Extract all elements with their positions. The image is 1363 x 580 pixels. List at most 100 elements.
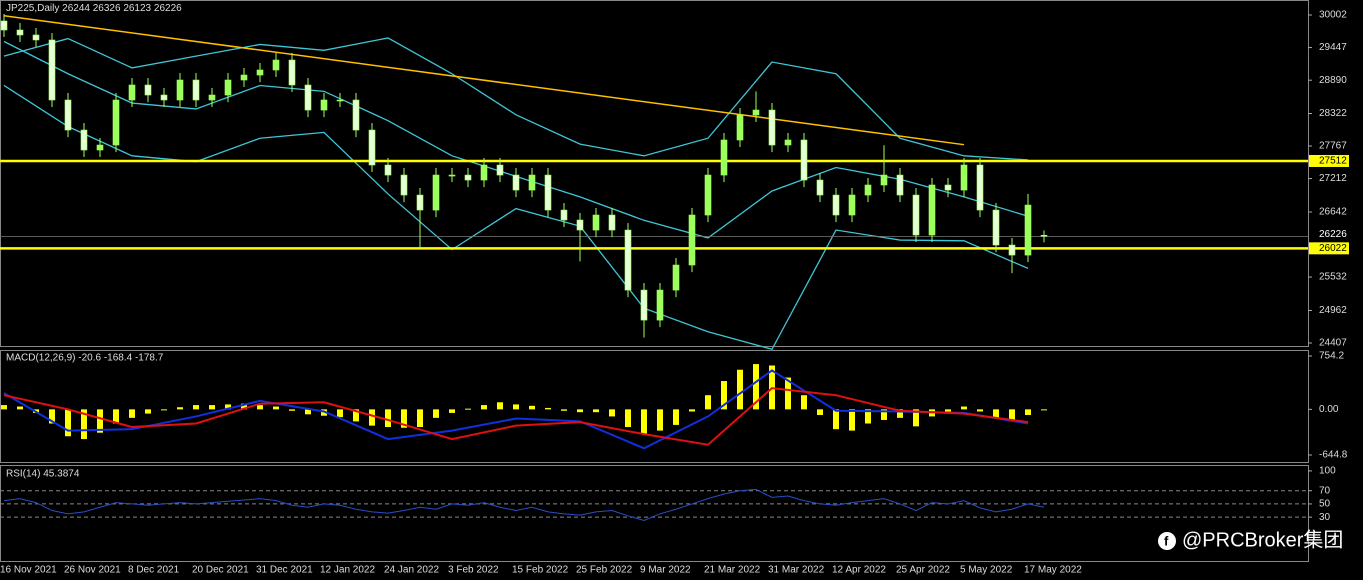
macd-histogram-bar bbox=[593, 409, 599, 413]
current-price-label: 26226 bbox=[1319, 229, 1347, 240]
watermark-text: @PRCBroker集团 bbox=[1182, 528, 1343, 551]
candle-body bbox=[784, 139, 792, 146]
macd-histogram-bar bbox=[129, 409, 135, 418]
candle-body bbox=[576, 219, 584, 231]
candle-body bbox=[896, 174, 904, 196]
candle-body bbox=[464, 174, 472, 181]
y-tick-label: 27767 bbox=[1319, 141, 1347, 152]
facebook-icon bbox=[1158, 532, 1176, 550]
candle-body bbox=[704, 174, 712, 216]
candle-body bbox=[176, 79, 184, 101]
x-tick-label: 31 Mar 2022 bbox=[768, 565, 825, 576]
macd-histogram-bar bbox=[225, 404, 231, 410]
plot: 30002 29447 28890 28322 27767 27212 26642 25532… bbox=[0, 10, 1349, 576]
macd-histogram-bar bbox=[897, 409, 903, 418]
y-tick-label: -644.8 bbox=[1319, 450, 1348, 461]
candle-body bbox=[16, 29, 24, 36]
x-tick-label: 9 Mar 2022 bbox=[640, 565, 691, 576]
ohlc-values: 26244 26326 26123 26226 bbox=[62, 3, 182, 14]
macd-histogram-bar bbox=[705, 395, 711, 410]
candle-body bbox=[752, 109, 760, 116]
macd-histogram-bar bbox=[1, 405, 7, 410]
macd-histogram-bar bbox=[993, 409, 999, 418]
candle-body bbox=[880, 174, 888, 186]
candle-body bbox=[720, 139, 728, 176]
macd-panel-frame bbox=[0, 350, 1309, 463]
candle-body bbox=[208, 94, 216, 101]
macd-histogram-bar bbox=[193, 405, 199, 410]
x-tick-label: 25 Feb 2022 bbox=[576, 565, 633, 576]
candle-body bbox=[624, 229, 632, 291]
y-tick-label: 28322 bbox=[1319, 108, 1347, 119]
rsi-panel-frame bbox=[0, 465, 1309, 562]
level-label: 27512 bbox=[1319, 156, 1347, 167]
macd-histogram-bar bbox=[513, 404, 519, 410]
candle-body bbox=[800, 139, 808, 181]
candle-body bbox=[672, 264, 680, 291]
y-tick-label: 754.2 bbox=[1319, 351, 1344, 362]
macd-histogram-bar bbox=[305, 409, 311, 415]
bollinger-upper bbox=[3, 37, 1029, 161]
candle-body bbox=[96, 144, 104, 151]
macd-histogram-bar bbox=[673, 409, 679, 425]
candle-body bbox=[992, 209, 1000, 246]
x-tick-label: 8 Dec 2021 bbox=[128, 565, 180, 576]
candle-body bbox=[736, 114, 744, 141]
candle-body bbox=[688, 214, 696, 266]
candle-body bbox=[432, 174, 440, 211]
candle-body bbox=[336, 99, 344, 102]
macd-histogram-bar bbox=[49, 409, 55, 424]
macd-histogram-bar bbox=[433, 409, 439, 418]
candle-body bbox=[976, 164, 984, 211]
y-tick-label: 50 bbox=[1319, 499, 1331, 510]
macd-histogram-bar bbox=[17, 406, 23, 410]
bollinger-lower bbox=[3, 84, 1029, 351]
macd-histogram-bar bbox=[913, 409, 919, 427]
candle-body bbox=[304, 84, 312, 111]
macd-histogram-bar bbox=[209, 405, 215, 410]
candle-body bbox=[400, 174, 408, 196]
candle-body bbox=[144, 84, 152, 96]
y-tick-label: 30 bbox=[1319, 512, 1331, 523]
x-tick-label: 26 Nov 2021 bbox=[64, 565, 121, 576]
macd-histogram-bar bbox=[609, 409, 615, 417]
y-tick-label: 30002 bbox=[1319, 10, 1347, 21]
candle-body bbox=[384, 164, 392, 176]
candle-body bbox=[224, 79, 232, 96]
candle-body bbox=[528, 174, 536, 191]
candle-body bbox=[240, 74, 248, 81]
candle-body bbox=[960, 164, 968, 191]
macd-histogram-bar bbox=[337, 409, 343, 418]
candle-body bbox=[480, 164, 488, 181]
y-tick-label: 24962 bbox=[1319, 305, 1347, 316]
macd-histogram-bar bbox=[545, 407, 551, 410]
macd-histogram-bar bbox=[353, 409, 359, 422]
macd-histogram-bar bbox=[625, 409, 631, 428]
macd-histogram-bar bbox=[881, 409, 887, 420]
candle-body bbox=[288, 59, 296, 86]
candle-body bbox=[512, 174, 520, 191]
main-panel-frame bbox=[0, 0, 1309, 347]
macd-line bbox=[3, 369, 1029, 450]
macd-histogram-bar bbox=[753, 364, 759, 410]
x-tick-label: 3 Feb 2022 bbox=[448, 565, 499, 576]
candle-body bbox=[496, 164, 504, 176]
candle-body bbox=[944, 184, 952, 191]
macd-histogram-bar bbox=[817, 409, 823, 416]
candle-body bbox=[368, 129, 376, 166]
candle-body bbox=[128, 84, 136, 101]
macd-histogram-bar bbox=[65, 409, 71, 437]
candle-body bbox=[912, 194, 920, 236]
candle-body bbox=[112, 99, 120, 146]
candle-body bbox=[272, 59, 280, 71]
macd-histogram-bar bbox=[833, 409, 839, 430]
rsi-title: RSI(14) 45.3874 bbox=[6, 469, 80, 480]
candle-body bbox=[256, 69, 264, 76]
macd-histogram-bar bbox=[241, 403, 247, 410]
y-tick-label: 24407 bbox=[1319, 338, 1347, 349]
x-tick-label: 12 Jan 2022 bbox=[320, 565, 375, 576]
candle-body bbox=[64, 99, 72, 131]
candle-body bbox=[0, 20, 8, 31]
macd-histogram-bar bbox=[369, 409, 375, 426]
y-tick-label: 27212 bbox=[1319, 173, 1347, 184]
